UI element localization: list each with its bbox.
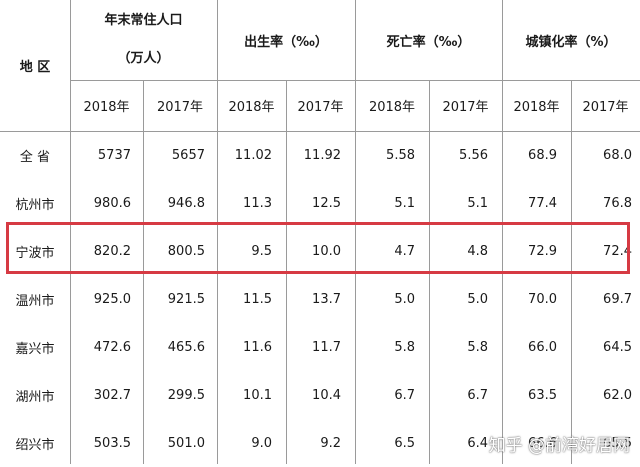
table-cell: 72.9 bbox=[528, 243, 557, 259]
header-year: 2017年 bbox=[582, 100, 629, 115]
table-cell: 69.7 bbox=[603, 291, 632, 307]
table-cell: 72.4 bbox=[603, 243, 632, 259]
header-year: 2018年 bbox=[513, 100, 560, 115]
row-region: 杭州市 bbox=[15, 197, 55, 213]
table-cell: 10.4 bbox=[312, 387, 341, 403]
watermark: 知乎 @前湾好居网 bbox=[489, 431, 630, 456]
table-cell: 11.5 bbox=[243, 291, 272, 307]
table-cell: 302.7 bbox=[93, 387, 131, 403]
grid-line bbox=[502, 0, 503, 464]
header-year: 2018年 bbox=[228, 100, 275, 115]
table-cell: 64.5 bbox=[603, 339, 632, 355]
table-cell: 66.6 bbox=[528, 435, 557, 451]
table-cell: 5.8 bbox=[467, 339, 488, 355]
row-region: 嘉兴市 bbox=[15, 341, 55, 357]
table-cell: 13.7 bbox=[312, 291, 341, 307]
grid-line bbox=[217, 0, 218, 464]
row-region: 温州市 bbox=[15, 293, 55, 309]
header-population-title: 年末常住人口 bbox=[104, 13, 183, 28]
table-cell: 6.7 bbox=[467, 387, 488, 403]
header-year: 2017年 bbox=[297, 100, 344, 115]
table-cell: 5.1 bbox=[467, 195, 488, 211]
watermark-text: 知乎 @前湾好居网 bbox=[488, 436, 630, 456]
table-cell: 501.0 bbox=[167, 435, 205, 451]
grid-line bbox=[70, 0, 71, 464]
table-cell: 820.2 bbox=[93, 243, 131, 259]
table-cell: 9.5 bbox=[251, 243, 272, 259]
table-cell: 9.0 bbox=[251, 435, 272, 451]
header-year: 2018年 bbox=[368, 100, 416, 115]
header-region: 地 区 bbox=[19, 60, 51, 75]
table-cell: 925.0 bbox=[93, 291, 131, 307]
table-cell: 76.8 bbox=[603, 195, 632, 211]
row-region: 湖州市 bbox=[15, 389, 55, 405]
table-cell: 65.5 bbox=[603, 435, 632, 451]
header-population: 年末常住人口 （万人） bbox=[70, 0, 217, 80]
table-cell: 11.7 bbox=[312, 339, 341, 355]
table-cell: 12.5 bbox=[312, 195, 341, 211]
grid-line bbox=[70, 80, 640, 81]
table-cell: 980.6 bbox=[93, 195, 131, 211]
grid-line bbox=[355, 0, 356, 464]
table-cell: 5657 bbox=[171, 147, 205, 163]
grid-line bbox=[0, 131, 640, 132]
row-region: 宁波市 bbox=[15, 245, 55, 261]
table-cell: 4.7 bbox=[394, 243, 415, 259]
table-cell: 472.6 bbox=[93, 339, 131, 355]
table-cell: 299.5 bbox=[167, 387, 205, 403]
table-cell: 6.4 bbox=[467, 435, 488, 451]
table-cell: 66.0 bbox=[528, 339, 557, 355]
table-cell: 11.92 bbox=[303, 147, 341, 163]
table-cell: 4.8 bbox=[467, 243, 488, 259]
table-cell: 68.0 bbox=[603, 147, 632, 163]
table-cell: 6.5 bbox=[394, 435, 415, 451]
table-cell: 465.6 bbox=[167, 339, 205, 355]
table-cell: 5.8 bbox=[394, 339, 415, 355]
header-year: 2018年 bbox=[83, 100, 130, 115]
table-cell: 10.0 bbox=[312, 243, 341, 259]
header-year: 2017年 bbox=[156, 100, 204, 115]
table-cell: 70.0 bbox=[528, 291, 557, 307]
header-death-rate: 死亡率（‰） bbox=[386, 34, 471, 50]
table-cell: 6.7 bbox=[394, 387, 415, 403]
table-cell: 5.58 bbox=[386, 147, 415, 163]
table-cell: 5.1 bbox=[394, 195, 415, 211]
table-cell: 946.8 bbox=[167, 195, 205, 211]
table-cell: 921.5 bbox=[167, 291, 205, 307]
table-cell: 5.56 bbox=[459, 147, 488, 163]
header-birth-rate: 出生率（‰） bbox=[244, 34, 328, 50]
table-cell: 5737 bbox=[97, 147, 131, 163]
table-cell: 68.9 bbox=[528, 147, 557, 163]
table-cell: 9.2 bbox=[320, 435, 341, 451]
table-cell: 800.5 bbox=[167, 243, 205, 259]
table-cell: 11.6 bbox=[243, 339, 272, 355]
table-cell: 63.5 bbox=[528, 387, 557, 403]
table-cell: 62.0 bbox=[603, 387, 632, 403]
table-cell: 503.5 bbox=[93, 435, 131, 451]
table-cell: 77.4 bbox=[528, 195, 557, 211]
table-cell: 5.0 bbox=[394, 291, 415, 307]
row-region: 全 省 bbox=[19, 149, 51, 165]
header-urbanization-rate: 城镇化率（%） bbox=[525, 34, 617, 50]
header-population-unit: （万人） bbox=[117, 51, 170, 66]
table-cell: 11.3 bbox=[243, 195, 272, 211]
table-cell: 5.0 bbox=[467, 291, 488, 307]
table-cell: 11.02 bbox=[234, 147, 272, 163]
row-region: 绍兴市 bbox=[15, 437, 55, 453]
header-year: 2017年 bbox=[442, 100, 489, 115]
table-cell: 10.1 bbox=[243, 387, 272, 403]
